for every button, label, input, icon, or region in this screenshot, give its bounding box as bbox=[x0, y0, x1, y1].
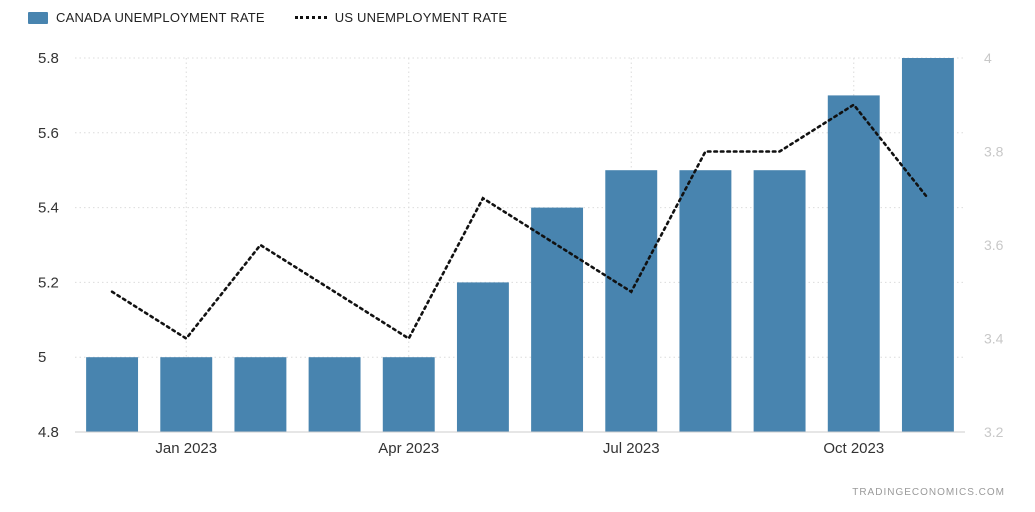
legend-dotted-line-swatch-icon bbox=[294, 16, 327, 19]
left-axis-tick-label: 4.8 bbox=[38, 424, 59, 441]
bar-canada-unemployment[interactable] bbox=[160, 357, 213, 432]
bar-canada-unemployment[interactable] bbox=[901, 58, 954, 432]
legend-label-us: US UNEMPLOYMENT RATE bbox=[334, 10, 508, 25]
right-axis-tick-label: 3.6 bbox=[984, 237, 1004, 253]
line-us-unemployment bbox=[110, 103, 930, 341]
x-axis-tick-label: Jan 2023 bbox=[155, 440, 217, 457]
bar-canada-unemployment[interactable] bbox=[531, 207, 584, 432]
bar-canada-unemployment[interactable] bbox=[827, 95, 880, 433]
right-axis-tick-label: 4 bbox=[984, 50, 992, 66]
left-axis-tick-label: 5.8 bbox=[38, 50, 59, 67]
bar-canada-unemployment[interactable] bbox=[308, 357, 361, 432]
legend-item-us[interactable]: US UNEMPLOYMENT RATE bbox=[294, 10, 508, 25]
bar-canada-unemployment[interactable] bbox=[753, 170, 806, 432]
attribution: TRADINGECONOMICS.COM bbox=[852, 487, 1005, 498]
legend-label-canada: CANADA UNEMPLOYMENT RATE bbox=[56, 10, 265, 25]
left-axis-tick-label: 5 bbox=[38, 349, 46, 366]
x-axis-tick-label: Apr 2023 bbox=[378, 440, 439, 457]
right-axis-tick-label: 3.8 bbox=[984, 144, 1004, 160]
right-axis-tick-label: 3.4 bbox=[984, 331, 1004, 347]
bar-canada-unemployment[interactable] bbox=[605, 170, 658, 432]
x-axis-tick-label: Jul 2023 bbox=[603, 440, 660, 457]
bar-canada-unemployment[interactable] bbox=[382, 357, 435, 432]
bar-canada-unemployment[interactable] bbox=[456, 282, 509, 432]
legend: CANADA UNEMPLOYMENT RATE US UNEMPLOYMENT… bbox=[28, 10, 507, 25]
x-axis-tick-label: Oct 2023 bbox=[823, 440, 884, 457]
left-axis-tick-label: 5.4 bbox=[38, 200, 59, 217]
legend-item-canada[interactable]: CANADA UNEMPLOYMENT RATE bbox=[28, 10, 265, 25]
legend-bar-swatch-icon bbox=[28, 11, 48, 24]
left-axis-tick-label: 5.6 bbox=[38, 125, 59, 142]
bar-canada-unemployment[interactable] bbox=[86, 357, 139, 432]
right-axis-tick-label: 3.2 bbox=[984, 424, 1004, 440]
left-axis-tick-label: 5.2 bbox=[38, 274, 59, 291]
bar-canada-unemployment[interactable] bbox=[234, 357, 287, 432]
bar-canada-unemployment[interactable] bbox=[679, 170, 732, 432]
